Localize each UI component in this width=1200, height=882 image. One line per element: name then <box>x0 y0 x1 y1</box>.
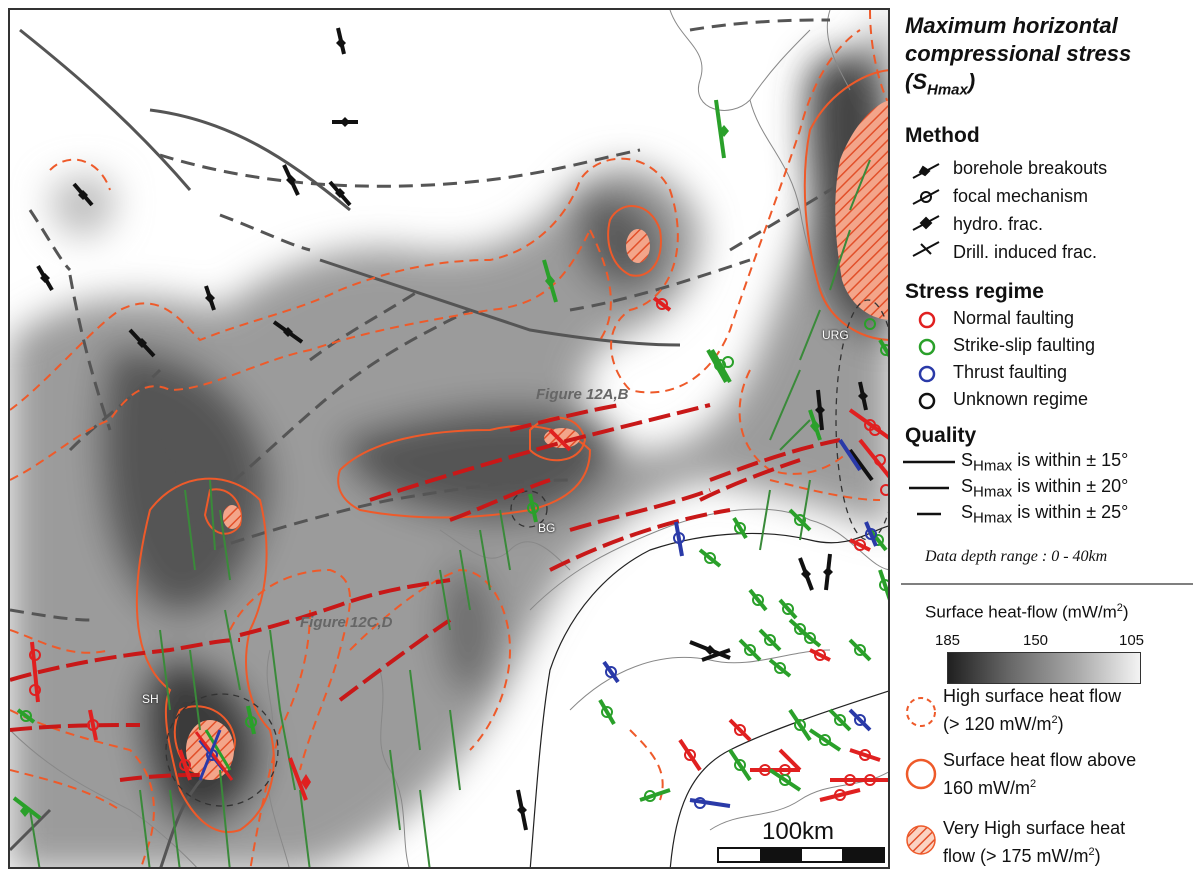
heatflow-heading-text: Surface heat-flow (mW/m <box>925 602 1117 622</box>
heatflow-175-line1: Very High surface heat <box>943 818 1126 838</box>
figure-12ab-label: Figure 12A,B <box>536 386 629 403</box>
quality-item-20: SHmax is within ± 20° <box>961 476 1128 501</box>
quality-25-text: is within ± 25° <box>1012 502 1129 522</box>
regime-normal-faulting: Normal faulting <box>953 308 1075 328</box>
heatflow-160-line2-text: 160 mW/m <box>943 778 1031 798</box>
map-panel: Figure 12A,B Figure 12C,D SH BG URG 100k… <box>8 8 890 869</box>
legend-title-line-3: (SHmax) <box>905 68 1131 104</box>
method-item-focal-mechanism: focal mechanism <box>953 186 1089 206</box>
quality-item-25: SHmax is within ± 25° <box>961 502 1128 527</box>
regime-thrust-faulting: Thrust faulting <box>953 362 1068 382</box>
quality-15-prefix: S <box>961 450 974 470</box>
method-item-drill-induced-frac: Drill. induced frac. <box>953 242 1098 262</box>
heatflow-160-sup: 2 <box>1030 778 1037 790</box>
colorbar-tick-185: 185 <box>935 632 961 649</box>
site-label-sh: SH <box>142 692 159 706</box>
colorbar-tick-105: 105 <box>1119 632 1145 649</box>
heatflow-item-above-160: Surface heat flow above 160 mW/m2 <box>943 748 1136 800</box>
heatflow-high-line1: High surface heat flow <box>943 686 1122 706</box>
grey-faults <box>10 28 681 867</box>
heatflow-high-line2-text: (> 120 mW/m <box>943 714 1052 734</box>
heatflow-high-sup: 2 <box>1051 714 1058 726</box>
scale-bar-label: 100km <box>762 818 835 845</box>
quality-15-sub: Hmax <box>973 457 1013 475</box>
method-item-hydro-frac: hydro. frac. <box>953 214 1044 234</box>
heatflow-heading: Surface heat-flow (mW/m2) <box>925 602 1129 623</box>
method-item-borehole-breakouts: borehole breakouts <box>953 158 1108 178</box>
legend-title-s: (S <box>905 69 927 94</box>
colorbar-tick-150: 150 <box>1023 632 1049 649</box>
map-legend: Maximum horizontal compressional stress … <box>897 8 1197 874</box>
legend-title-close: ) <box>967 69 976 94</box>
legend-title: Maximum horizontal compressional stress … <box>905 12 1131 104</box>
stress-regime-heading: Stress regime <box>905 280 1044 303</box>
legend-title-line-2: compressional stress <box>905 41 1132 66</box>
scale-bar <box>717 847 885 863</box>
heatflow-175-close: ) <box>1094 846 1101 866</box>
quality-item-15: SHmax is within ± 15° <box>961 450 1128 475</box>
heatflow-175-line2: flow (> 175 mW/m2) <box>943 840 1125 868</box>
quality-20-sub: Hmax <box>973 483 1013 501</box>
red-faults <box>10 403 841 782</box>
legend-title-line-1: Maximum horizontal <box>905 13 1118 38</box>
heatflow-symbols <box>905 697 937 855</box>
contours-120 <box>10 10 888 867</box>
method-heading: Method <box>905 124 980 147</box>
quality-25-prefix: S <box>961 502 974 522</box>
regime-strike-slip-faulting: Strike-slip faulting <box>953 335 1096 355</box>
heatflow-item-very-high: Very High surface heat flow (> 175 mW/m2… <box>943 816 1125 868</box>
legend-title-sub: Hmax <box>927 81 968 99</box>
quality-symbols <box>903 460 955 516</box>
heatflow-item-high: High surface heat flow (> 120 mW/m2) <box>943 684 1121 736</box>
quality-25-sub: Hmax <box>973 509 1013 527</box>
quality-heading: Quality <box>905 424 977 447</box>
stress-indicators <box>12 27 888 831</box>
method-symbols <box>912 163 940 257</box>
heatflow-colorbar <box>947 652 1141 684</box>
legend-divider <box>901 583 1193 585</box>
heatflow-high-close: ) <box>1057 714 1064 734</box>
heatflow-160-line1: Surface heat flow above <box>943 750 1137 770</box>
stress-map <box>10 10 888 867</box>
heatflow-160-line2: 160 mW/m2 <box>943 772 1136 800</box>
figure-12cd-label: Figure 12C,D <box>300 614 393 631</box>
quality-20-prefix: S <box>961 476 974 496</box>
country-borders <box>10 10 888 867</box>
green-faults <box>29 159 871 867</box>
heatflow-175-line2-text: flow (> 175 mW/m <box>943 846 1089 866</box>
quality-15-text: is within ± 15° <box>1012 450 1129 470</box>
regime-unknown: Unknown regime <box>953 389 1089 409</box>
heatflow-high-line2: (> 120 mW/m2) <box>943 708 1121 736</box>
site-label-urg: URG <box>822 328 849 342</box>
depth-range-note: Data depth range : 0 - 40km <box>925 548 1108 565</box>
stress-regime-symbols <box>918 311 936 410</box>
heatflow-heading-sup: 2 <box>1116 602 1123 614</box>
heatflow-heading-close: ) <box>1122 602 1129 622</box>
heatflow-175-sup: 2 <box>1088 846 1095 858</box>
quality-20-text: is within ± 20° <box>1012 476 1129 496</box>
site-label-bg: BG <box>538 521 556 535</box>
site-circles <box>165 299 888 807</box>
